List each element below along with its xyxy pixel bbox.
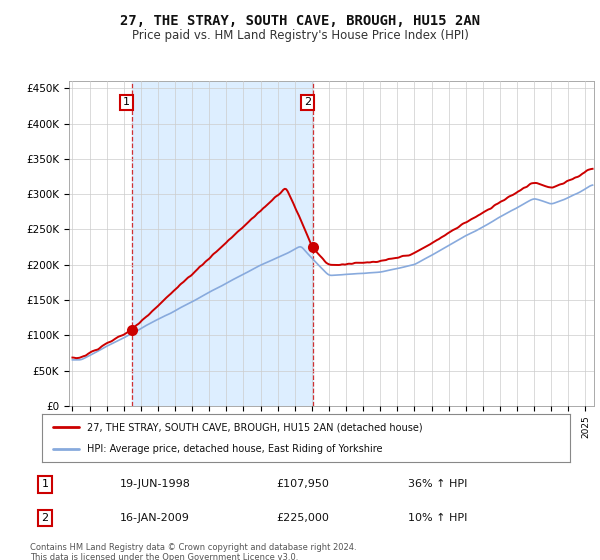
Text: 2: 2: [304, 97, 311, 108]
Text: 2: 2: [41, 513, 49, 523]
Text: Price paid vs. HM Land Registry's House Price Index (HPI): Price paid vs. HM Land Registry's House …: [131, 29, 469, 42]
Text: 1: 1: [41, 479, 49, 489]
Text: 27, THE STRAY, SOUTH CAVE, BROUGH, HU15 2AN: 27, THE STRAY, SOUTH CAVE, BROUGH, HU15 …: [120, 14, 480, 28]
Text: 27, THE STRAY, SOUTH CAVE, BROUGH, HU15 2AN (detached house): 27, THE STRAY, SOUTH CAVE, BROUGH, HU15 …: [87, 422, 422, 432]
Text: Contains HM Land Registry data © Crown copyright and database right 2024.: Contains HM Land Registry data © Crown c…: [30, 543, 356, 552]
Text: £107,950: £107,950: [276, 479, 329, 489]
Text: This data is licensed under the Open Government Licence v3.0.: This data is licensed under the Open Gov…: [30, 553, 298, 560]
Text: 19-JUN-1998: 19-JUN-1998: [120, 479, 191, 489]
Text: 16-JAN-2009: 16-JAN-2009: [120, 513, 190, 523]
Text: £225,000: £225,000: [276, 513, 329, 523]
Text: 10% ↑ HPI: 10% ↑ HPI: [408, 513, 467, 523]
Text: 1: 1: [123, 97, 130, 108]
Bar: [132, 81, 313, 406]
Text: 36% ↑ HPI: 36% ↑ HPI: [408, 479, 467, 489]
Text: HPI: Average price, detached house, East Riding of Yorkshire: HPI: Average price, detached house, East…: [87, 444, 382, 454]
